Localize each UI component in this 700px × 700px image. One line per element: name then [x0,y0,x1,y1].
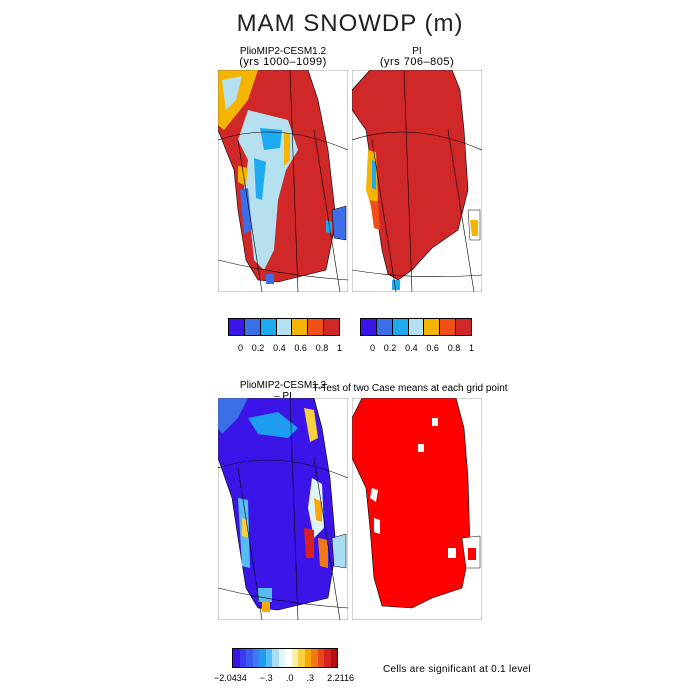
colorbar-tick-label: −.3 [259,673,273,683]
map-top-right [352,70,482,292]
colorbar-swatch [278,649,285,667]
colorbar-swatch [259,649,266,667]
panel-years: (yrs 706–805) [379,56,455,68]
colorbar-tick-label: 0 [370,343,376,353]
colorbar-swatch [304,649,311,667]
colorbar-top-left [228,318,340,336]
panel-title-bottom-left: PlioMIP2-CESM1.2 – PI [218,380,348,402]
colorbar-tick-label: 0.6 [426,343,439,353]
colorbar-swatch [298,649,305,667]
colorbar-ticks-bottom: −2.0434 −.3 .0 .3 2.2116 [214,673,354,683]
colorbar-top-right [360,318,472,336]
colorbar-tick-label: 1 [336,343,342,353]
colorbar-ticks-top-left: 0 0.2 0.4 0.6 0.8 1 [238,343,342,353]
colorbar-tick-label: 0.4 [405,343,418,353]
colorbar-swatch [252,649,259,667]
colorbar-swatch [330,649,337,667]
colorbar-swatch [311,649,318,667]
panel-years: (yrs 1000–1099) [239,56,327,68]
colorbar-tick-label: 0.2 [383,343,397,353]
map-bottom-left [218,398,348,620]
colorbar-swatch [456,319,472,335]
colorbar-swatch [246,649,253,667]
colorbar-swatch [285,649,292,667]
colorbar-swatch [265,649,272,667]
colorbar-swatch [392,319,409,335]
panel-name: PlioMIP2-CESM1.2 [239,380,327,391]
colorbar-swatch [408,319,425,335]
panel-name: PlioMIP2-CESM1.2 [239,46,327,57]
map-top-left [218,70,348,292]
colorbar-swatch [440,319,457,335]
colorbar-tick-label: 2.2116 [327,673,354,683]
panel-title-top-left: PlioMIP2-CESM1.2 (yrs 1000–1099) [218,46,348,68]
significance-note: Cells are significant at 0.1 level [383,664,532,675]
map-bottom-right [352,398,482,620]
colorbar-swatch [324,319,340,335]
colorbar-swatch [229,319,245,335]
colorbar-swatch [308,319,325,335]
panel-title-bottom-right: T-Test of two Case means at each grid po… [312,383,508,394]
colorbar-swatch [233,649,240,667]
colorbar-tick-label: 0.6 [294,343,307,353]
colorbar-swatch [260,319,277,335]
colorbar-tick-label: 0.8 [315,343,329,353]
colorbar-tick-label: .0 [285,673,294,683]
colorbar-swatch [292,319,309,335]
panel-name: PI [412,46,422,57]
colorbar-swatch [291,649,298,667]
colorbar-tick-label: 1 [468,343,474,353]
colorbar-tick-label: 0.4 [273,343,286,353]
colorbar-ticks-top-right: 0 0.2 0.4 0.6 0.8 1 [370,343,474,353]
colorbar-swatch [376,319,393,335]
colorbar-tick-label: 0.2 [251,343,265,353]
colorbar-tick-label: 0 [238,343,244,353]
colorbar-swatch [244,319,261,335]
colorbar-swatch [361,319,377,335]
panel-title-top-right: PI (yrs 706–805) [352,46,482,68]
colorbar-tick-label: .3 [306,673,314,683]
colorbar-swatch [272,649,279,667]
colorbar-swatch [317,649,324,667]
colorbar-swatch [239,649,246,667]
colorbar-swatch [424,319,441,335]
colorbar-swatch [324,649,331,667]
panel-sub: – PI [274,391,292,402]
colorbar-tick-label: 0.8 [447,343,461,353]
colorbar-bottom [232,648,338,668]
colorbar-swatch [276,319,293,335]
colorbar-tick-label: −2.0434 [214,673,247,683]
figure-title: MAM SNOWDP (m) [236,10,464,37]
